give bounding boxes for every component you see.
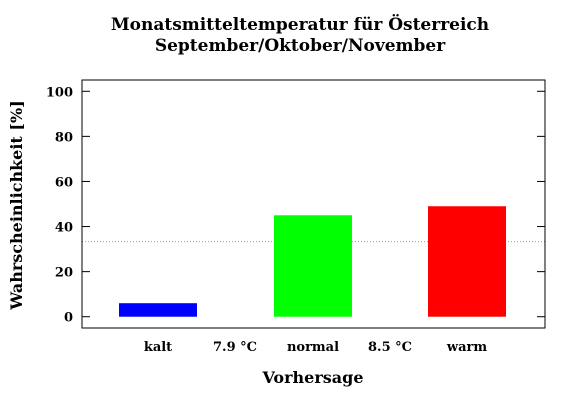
category-label: normal: [287, 340, 339, 355]
bar-normal: [274, 215, 352, 317]
plot-area: kalt normal warm 7.9 °C 8.5 °C 0 20 40 60 80 100: [46, 79, 546, 355]
y-tick-label: 20: [55, 266, 73, 281]
category-label: warm: [446, 340, 487, 355]
x-axis-label: Vorhersage: [261, 368, 363, 387]
threshold-label: 8.5 °C: [368, 340, 412, 355]
y-tick-label: 0: [64, 311, 73, 326]
chart-subtitle: September/Oktober/November: [155, 36, 446, 56]
y-tick-label: 40: [55, 221, 73, 236]
y-axis-label: Wahrscheinlichkeit [%]: [7, 100, 26, 310]
y-tick-label: 60: [55, 175, 73, 190]
y-tick-label: 80: [55, 130, 73, 145]
plot-frame: [81, 79, 546, 329]
threshold-label: 7.9 °C: [213, 340, 257, 355]
bar-kalt: [119, 303, 197, 317]
chart-title: Monatsmitteltemperatur für Österreich: [111, 14, 489, 35]
y-tick-label: 100: [46, 85, 73, 100]
bar-warm: [428, 206, 506, 317]
category-label: kalt: [144, 340, 172, 355]
